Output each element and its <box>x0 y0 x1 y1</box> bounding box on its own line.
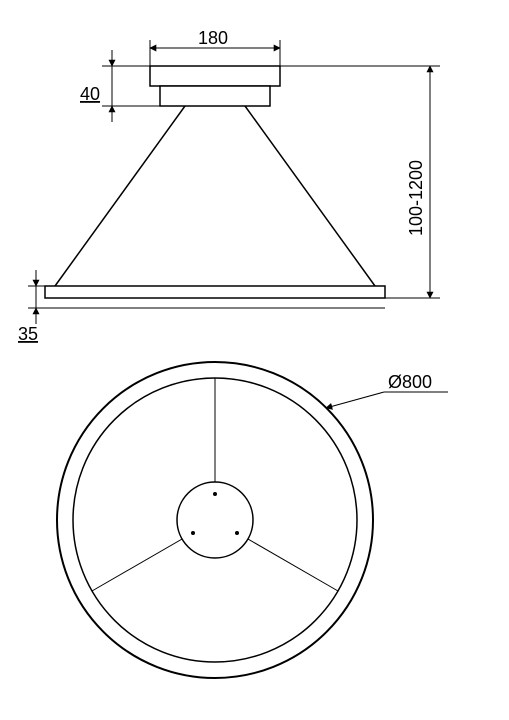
mount-dot <box>191 531 195 535</box>
dim-label: 180 <box>198 28 228 48</box>
dim-label: 40 <box>80 84 100 104</box>
canopy <box>150 66 280 106</box>
mount-dot <box>213 492 217 496</box>
dim-label: 35 <box>18 324 38 344</box>
mount-dot <box>235 531 239 535</box>
base-plate <box>45 286 385 308</box>
suspension-cone <box>55 106 375 286</box>
dim-label: 100-1200 <box>406 160 426 236</box>
dim-canopy-width: 180 <box>150 28 280 66</box>
dim-canopy-height: 40 <box>80 50 160 122</box>
dim-label: Ø800 <box>388 372 432 392</box>
dim-base-thickness: 35 <box>18 270 45 344</box>
plan-view: Ø800 <box>57 362 448 678</box>
dim-overall-height: 100-1200 <box>280 66 440 298</box>
drawing-canvas: 180 40 35 100-1200 <box>0 0 509 720</box>
elevation-view: 180 40 35 100-1200 <box>18 28 440 344</box>
dim-ring-diameter: Ø800 <box>326 372 448 408</box>
